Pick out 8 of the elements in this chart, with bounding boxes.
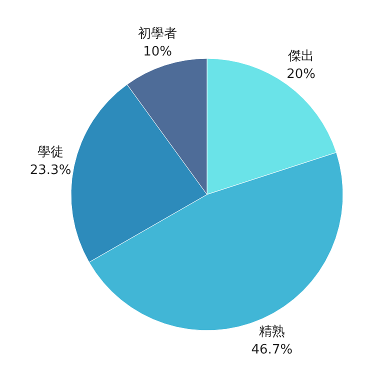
slice-label: 傑出 [288, 49, 314, 64]
data-label: 23.3% [30, 163, 72, 178]
slice-label: 學徒 [38, 145, 64, 160]
data-label: 20% [286, 67, 316, 82]
data-label: 46.7% [251, 342, 293, 358]
slice-label: 精熟 [258, 324, 285, 340]
slice-label: 初學者 [138, 26, 178, 42]
data-label: 10% [143, 44, 172, 60]
